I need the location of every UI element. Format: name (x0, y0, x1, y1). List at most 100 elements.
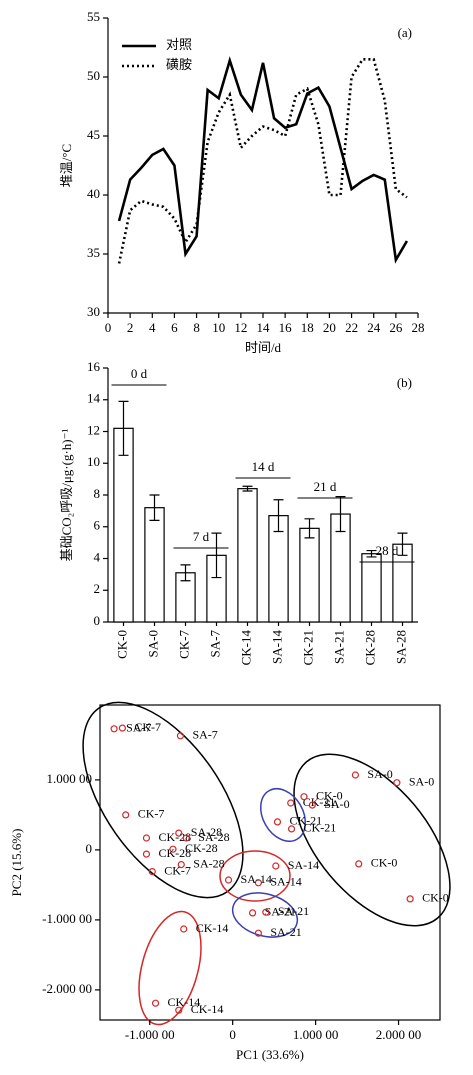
point (254, 879, 262, 887)
x-tick-label: SA-7 (207, 630, 222, 658)
y-tick-label: 16 (87, 359, 101, 374)
point-label: CK-7 (138, 807, 165, 821)
cluster-ellipse (219, 850, 291, 902)
y-tick-label: 0 (94, 613, 101, 628)
point (122, 811, 130, 819)
point-label: SA-28 (191, 825, 222, 839)
cluster-ellipse (293, 753, 451, 927)
y-tick-label: 45 (87, 127, 100, 142)
point-label: CK-7 (164, 863, 191, 877)
x-tick-label: 2 (127, 320, 134, 335)
x-tick-label: 26 (389, 320, 403, 335)
legend-label: 对照 (166, 37, 192, 52)
point (355, 860, 363, 868)
cluster-ellipse (259, 788, 307, 842)
point (151, 999, 160, 1007)
bar (237, 488, 258, 623)
x-tick-label: 1.000 00 (293, 1027, 339, 1042)
y-axis-label: PC2 (15.6%) (9, 829, 24, 897)
x-tick-label: 20 (323, 320, 336, 335)
point (142, 850, 151, 858)
point-label: SA-28 (193, 856, 224, 870)
x-tick-label: SA-28 (393, 630, 408, 664)
x-tick-label: 6 (171, 320, 178, 335)
point-label: CK-21 (289, 814, 322, 828)
point-label: SA-28 (198, 830, 229, 844)
point-label: CK-7 (134, 720, 161, 734)
point-label: CK-28 (185, 841, 218, 855)
y-tick-label: 35 (87, 245, 100, 260)
point (406, 895, 414, 903)
point-label: SA-7 (126, 721, 151, 735)
x-tick-label: 24 (367, 320, 381, 335)
x-tick-label: 10 (212, 320, 225, 335)
point-label: SA-21 (270, 925, 301, 939)
point (308, 801, 316, 809)
y-tick-label: -1.000 00 (42, 911, 92, 926)
point (169, 845, 177, 853)
y-tick-label: 2 (94, 581, 101, 596)
cluster-ellipse (138, 910, 202, 1026)
bar (299, 527, 320, 623)
point (182, 834, 190, 842)
cluster-ellipse (231, 892, 299, 938)
y-tick-label: 14 (87, 391, 101, 406)
point (110, 725, 118, 733)
point-label: CK-28 (158, 830, 191, 844)
x-tick-label: SA-14 (269, 630, 284, 664)
point (262, 908, 270, 916)
y-tick-label: 30 (87, 304, 100, 319)
y-tick-label: 50 (87, 68, 100, 83)
point-label: SA-0 (324, 797, 349, 811)
x-tick-label: 22 (345, 320, 358, 335)
y-tick-label: 4 (94, 549, 101, 564)
group-label: 7 d (193, 529, 210, 544)
x-tick-label: CK-21 (300, 630, 315, 665)
point-label: SA-14 (270, 875, 301, 889)
point (148, 867, 156, 876)
group-label: 21 d (314, 479, 337, 494)
y-tick-label: 10 (87, 454, 100, 469)
x-tick-label: 2.000 00 (376, 1027, 422, 1042)
bar (144, 507, 165, 623)
point-label: CK-21 (304, 821, 337, 835)
bar (113, 427, 134, 623)
y-tick-label: 12 (87, 422, 100, 437)
point (272, 862, 280, 870)
point (142, 834, 151, 842)
x-tick-label: CK-14 (238, 630, 253, 666)
x-tick-label: CK-7 (176, 630, 191, 659)
x-tick-label: 16 (279, 320, 293, 335)
point (254, 929, 262, 937)
point (351, 771, 360, 779)
point (287, 825, 296, 833)
point (248, 909, 257, 917)
y-axis-label: 基础CO₂呼吸/μg·(g·h)⁻¹ (59, 429, 74, 562)
data-line (117, 58, 408, 264)
x-tick-label: 28 (412, 320, 425, 335)
error-bar (149, 494, 160, 521)
group-label: 28 d (376, 543, 399, 558)
x-tick-label: 0 (229, 1027, 236, 1042)
x-tick-label: 4 (149, 320, 156, 335)
x-tick-label: SA-21 (331, 630, 346, 664)
cluster-ellipse (82, 701, 244, 899)
x-axis-label: 时间/d (245, 340, 282, 355)
y-tick-label: 0 (86, 841, 93, 856)
point (118, 724, 126, 732)
x-tick-label: 14 (257, 320, 271, 335)
point (176, 732, 185, 740)
panel-label: (b) (397, 375, 412, 390)
point-label: CK-14 (191, 1002, 224, 1016)
x-tick-label: CK-28 (362, 630, 377, 665)
x-tick-label: 12 (234, 320, 247, 335)
point-label: SA-7 (192, 728, 217, 742)
error-bar (211, 532, 222, 579)
point-label: CK-14 (196, 921, 229, 935)
group-label: 0 d (131, 366, 148, 381)
point (177, 860, 185, 869)
y-tick-label: 8 (94, 486, 101, 501)
point-label: CK-14 (168, 995, 201, 1009)
error-bar (180, 564, 191, 582)
